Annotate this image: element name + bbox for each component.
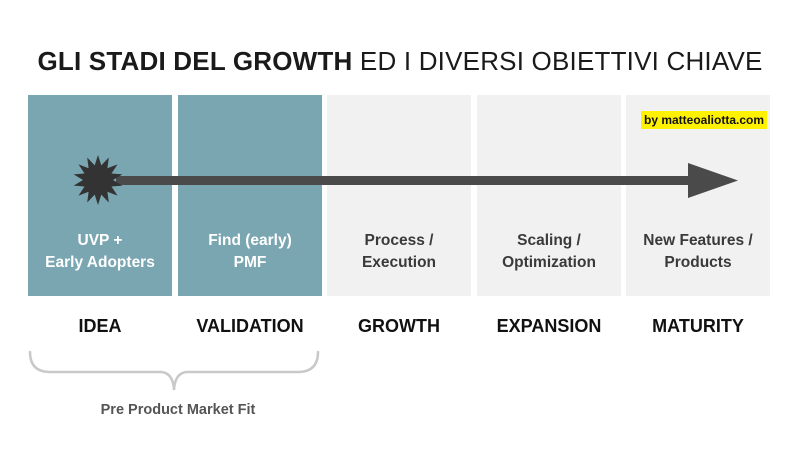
brace-label: Pre Product Market Fit [100,402,256,418]
panel-growth: Process / Execution [327,95,471,296]
panel-growth-line2: Execution [361,254,437,271]
stage-label-maturity: MATURITY [652,316,744,336]
stage-label-idea: IDEA [78,316,122,336]
panel-expansion-line2: Optimization [502,254,596,271]
stage-label-validation: VALIDATION [196,316,304,336]
title-light: ED I DIVERSI OBIETTIVI CHIAVE [359,46,763,76]
title-bold: GLI STADI DEL GROWTH [37,46,353,76]
panel-idea-text: UVP + Early Adopters [28,230,172,274]
brace-bracket [28,350,320,391]
panel-growth-line1: Process / [364,232,434,249]
stage-label-growth: GROWTH [358,316,440,336]
panel-growth-text: Process / Execution [327,230,471,274]
credit-badge: by matteoaliotta.com [641,111,768,129]
panel-validation-line1: Find (early) [208,232,292,249]
panel-expansion: Scaling / Optimization [477,95,621,296]
panel-maturity-line2: Products [664,254,732,271]
arrow-right-icon [688,163,738,198]
panel-idea-line1: UVP + [77,232,123,249]
panel-validation-text: Find (early) PMF [178,230,322,274]
panel-validation: Find (early) PMF [178,95,322,296]
panel-idea-line2: Early Adopters [45,254,155,271]
panel-validation-line2: PMF [233,254,267,271]
panel-maturity-text: New Features / Products [626,230,770,274]
timeline-arrow-shaft [116,176,692,185]
stage-label-expansion: EXPANSION [496,316,602,336]
panel-maturity-line1: New Features / [643,232,753,249]
panel-idea: UVP + Early Adopters [28,95,172,296]
panel-expansion-line1: Scaling / [517,232,581,249]
panel-expansion-text: Scaling / Optimization [477,230,621,274]
starburst-icon [73,155,123,205]
diagram-title: GLI STADI DEL GROWTH ED I DIVERSI OBIETT… [0,46,800,77]
